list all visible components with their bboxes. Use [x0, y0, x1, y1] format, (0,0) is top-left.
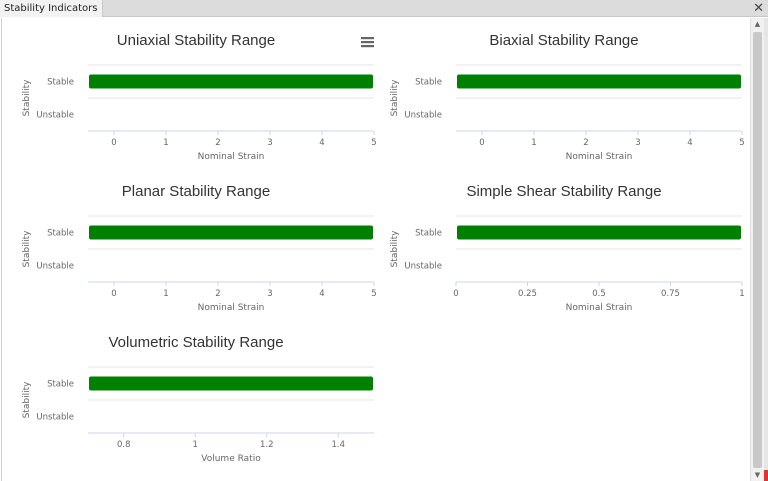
chart-title: Biaxial Stability Range: [489, 32, 638, 49]
y-axis-title: Stability: [22, 79, 32, 117]
y-tick-label: Stable: [47, 78, 74, 88]
tab-stability-indicators[interactable]: Stability Indicators: [0, 0, 103, 17]
x-tick-label: 0: [479, 138, 484, 148]
bar-stable: [89, 74, 373, 89]
x-tick-label: 2: [583, 138, 588, 148]
chart-4: Simple Shear Stability Range Stable Unstab…: [390, 183, 745, 313]
x-tick-label: 0.8: [117, 440, 131, 450]
bar-stable: [89, 376, 373, 391]
scroll-thumb[interactable]: [753, 32, 762, 468]
window-corner-marker: [764, 470, 768, 481]
x-tick-label: 1: [163, 289, 168, 299]
y-axis-title: Stability: [22, 381, 32, 419]
x-tick-label: 3: [267, 138, 272, 148]
charts-panel: Uniaxial Stability Range Stable Unstable St…: [1, 18, 750, 481]
x-tick-label: 3: [635, 138, 640, 148]
y-tick-label: Stable: [415, 229, 442, 239]
y-tick-label: Stable: [415, 78, 442, 88]
scroll-down-arrow-icon[interactable]: ▼: [754, 471, 761, 479]
close-icon[interactable]: ✕: [753, 1, 764, 16]
chart-5: Volumetric Stability Range Stable Unstable…: [22, 334, 374, 464]
chart-1: Uniaxial Stability Range Stable Unstable St…: [22, 32, 377, 162]
x-tick-label: 5: [371, 138, 376, 148]
menu-icon-line: [361, 41, 374, 44]
tab-label: Stability Indicators: [4, 3, 98, 14]
x-tick-label: 1: [163, 138, 168, 148]
menu-icon[interactable]: [361, 37, 374, 48]
bar-stable: [457, 74, 741, 89]
x-axis-title: Nominal Strain: [198, 152, 265, 162]
chart-title: Uniaxial Stability Range: [117, 32, 275, 49]
x-tick-label: 1: [739, 289, 744, 299]
x-tick-label: 2: [215, 138, 220, 148]
vertical-scrollbar[interactable]: ▲ ▼: [750, 18, 764, 481]
y-tick-label: Stable: [47, 380, 74, 390]
x-tick-label: 4: [319, 138, 324, 148]
x-tick-label: 0.25: [518, 289, 537, 299]
y-axis-title: Stability: [22, 230, 32, 268]
x-axis-title: Nominal Strain: [566, 303, 633, 313]
bar-stable: [457, 225, 741, 240]
x-tick-label: 2: [215, 289, 220, 299]
x-tick-label: 1.4: [331, 440, 345, 450]
x-tick-label: 4: [319, 289, 324, 299]
x-tick-label: 5: [739, 138, 744, 148]
x-axis-title: Nominal Strain: [198, 303, 265, 313]
y-tick-label: Stable: [47, 229, 74, 239]
x-tick-label: 0: [111, 138, 116, 148]
chart-2: Biaxial Stability Range Stable Unstable Sta…: [390, 32, 745, 162]
window-edge: [764, 18, 768, 481]
stability-charts: Uniaxial Stability Range Stable Unstable St…: [22, 32, 745, 464]
y-tick-label: Unstable: [36, 413, 74, 423]
y-tick-label: Unstable: [404, 262, 442, 272]
chart-title: Planar Stability Range: [122, 183, 270, 200]
y-axis-title: Stability: [390, 230, 400, 268]
menu-icon-line: [361, 37, 374, 40]
chart-3: Planar Stability Range Stable Unstable Stab…: [22, 183, 377, 313]
chart-title: Simple Shear Stability Range: [466, 183, 661, 200]
x-tick-label: 0: [111, 289, 116, 299]
y-tick-label: Unstable: [36, 111, 74, 121]
x-tick-label: 5: [371, 289, 376, 299]
y-tick-label: Unstable: [36, 262, 74, 272]
bar-stable: [89, 225, 373, 240]
x-tick-label: 1: [531, 138, 536, 148]
x-tick-label: 0: [453, 289, 458, 299]
x-tick-label: 0.5: [592, 289, 606, 299]
menu-icon-line: [361, 45, 374, 48]
chart-title: Volumetric Stability Range: [108, 334, 283, 351]
x-tick-label: 4: [687, 138, 692, 148]
x-tick-label: 0.75: [661, 289, 680, 299]
x-axis-title: Nominal Strain: [566, 152, 633, 162]
y-tick-label: Unstable: [404, 111, 442, 121]
x-axis-title: Volume Ratio: [201, 454, 261, 464]
x-tick-label: 1.2: [260, 440, 274, 450]
y-axis-title: Stability: [390, 79, 400, 117]
panel-header: Stability Indicators ✕: [0, 0, 768, 17]
scroll-up-arrow-icon[interactable]: ▲: [754, 20, 761, 28]
x-tick-label: 3: [267, 289, 272, 299]
x-tick-label: 1: [193, 440, 198, 450]
